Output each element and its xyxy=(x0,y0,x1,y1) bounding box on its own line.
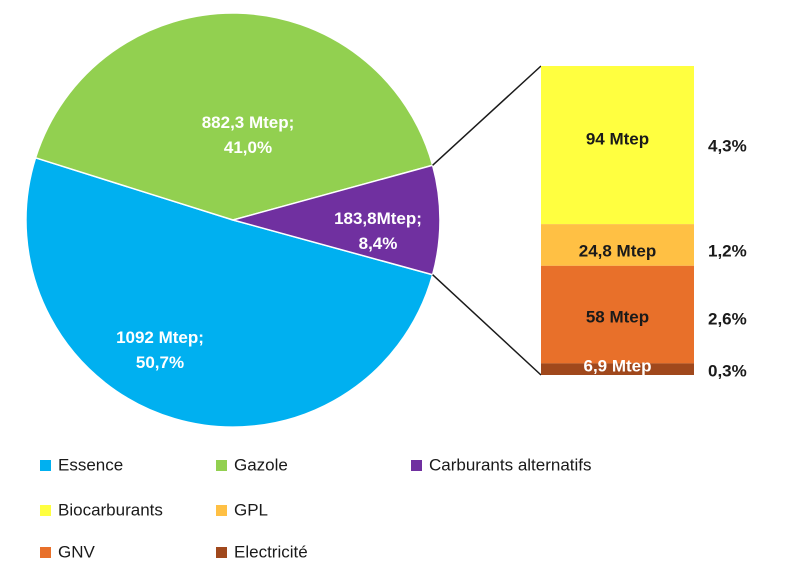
legend-label-essence: Essence xyxy=(58,455,123,474)
bar-segment-gpl xyxy=(541,224,694,266)
bar-percent-biocarburants: 4,3% xyxy=(708,136,747,155)
bar-label-gnv: 58 Mtep xyxy=(586,307,649,326)
connector-line-bottom xyxy=(432,274,542,376)
pie-slice-carburants-alternatifs xyxy=(230,164,441,276)
pie-slice-gazole xyxy=(34,12,434,221)
legend-swatch-gnv xyxy=(40,547,51,558)
breakdown-bar: 94 Mtep 4,3% 24,8 Mtep 1,2% 58 Mtep 2,6% 6,9 M… xyxy=(541,66,747,380)
pie-label-essence: 1092 Mtep; 50,7% xyxy=(116,328,204,372)
legend-swatch-carburants-alternatifs xyxy=(411,460,422,471)
bar-label-electricite: 6,9 Mtep xyxy=(583,356,651,375)
legend-swatch-electricite xyxy=(216,547,227,558)
connector-line-top xyxy=(432,65,542,166)
legend-item-gpl: GPL xyxy=(216,500,268,519)
bar-segment-electricite xyxy=(541,363,694,375)
connector-lines xyxy=(432,65,542,376)
bar-percent-gnv: 2,6% xyxy=(708,309,747,328)
legend-label-carburants-alternatifs: Carburants alternatifs xyxy=(429,455,592,474)
legend-label-gazole: Gazole xyxy=(234,455,288,474)
legend-item-electricite: Electricité xyxy=(216,542,308,561)
bar-label-biocarburants: 94 Mtep xyxy=(586,129,649,148)
bar-segment-biocarburants xyxy=(541,66,694,225)
legend-swatch-biocarburants xyxy=(40,505,51,516)
legend-swatch-gpl xyxy=(216,505,227,516)
legend-label-gpl: GPL xyxy=(234,500,268,519)
bar-percent-electricite: 0,3% xyxy=(708,361,747,380)
pie-label-carburants-alternatifs: 183,8Mtep; 8,4% xyxy=(334,209,422,253)
legend-item-biocarburants: Biocarburants xyxy=(40,500,163,519)
legend-item-gnv: GNV xyxy=(40,542,96,561)
legend-label-electricite: Electricité xyxy=(234,542,308,561)
bar-label-gpl: 24,8 Mtep xyxy=(579,241,656,260)
bar-segment-gnv xyxy=(541,265,694,364)
legend-swatch-gazole xyxy=(216,460,227,471)
pie-label-gazole: 882,3 Mtep; 41,0% xyxy=(202,113,295,157)
legend: Essence Gazole Carburants alternatifs Bioca… xyxy=(40,455,592,561)
pie: 1092 Mtep; 50,7% 882,3 Mtep; 41,0% 183,8Mtep… xyxy=(25,12,441,428)
legend-label-biocarburants: Biocarburants xyxy=(58,500,163,519)
legend-item-gazole: Gazole xyxy=(216,455,288,474)
legend-swatch-essence xyxy=(40,460,51,471)
legend-item-essence: Essence xyxy=(40,455,123,474)
legend-item-carburants-alternatifs: Carburants alternatifs xyxy=(411,455,592,474)
legend-label-gnv: GNV xyxy=(58,542,96,561)
pie-slice-essence xyxy=(25,156,434,428)
bar-percent-gpl: 1,2% xyxy=(708,241,747,260)
